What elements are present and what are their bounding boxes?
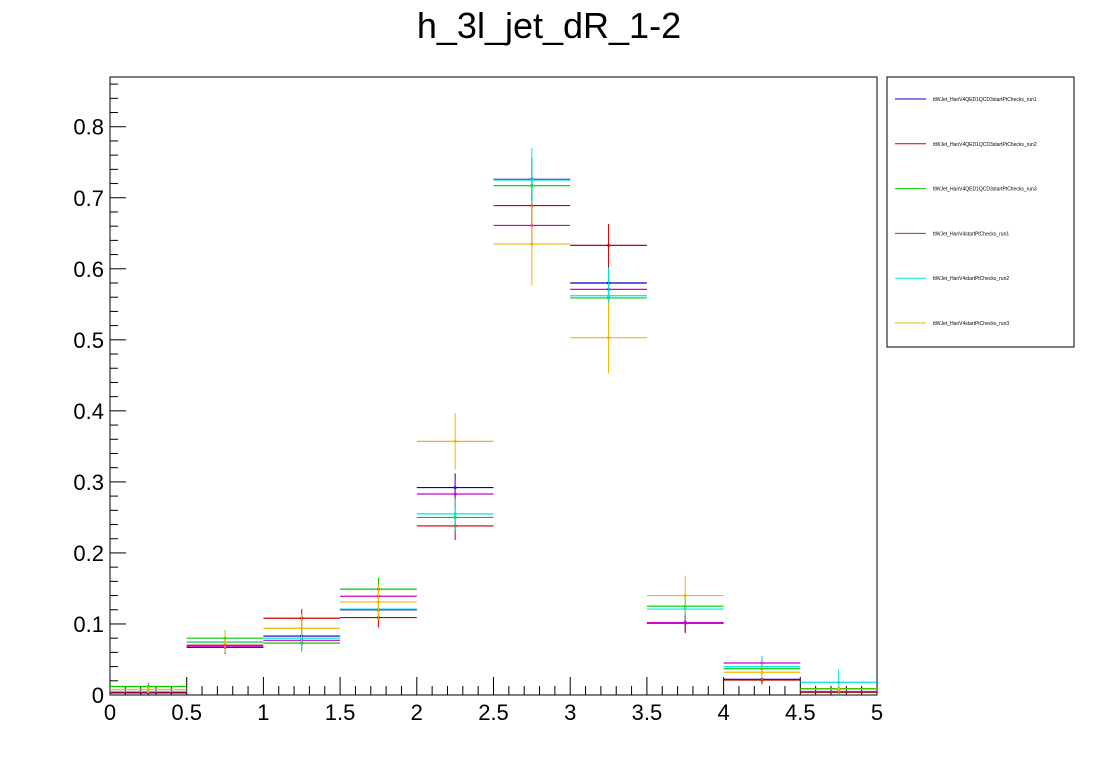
series-6	[110, 202, 877, 694]
data-point	[453, 439, 457, 443]
y-tick-label: 0.7	[73, 186, 104, 211]
legend-label: ttWJet_HanV4startPtChecks_run2	[933, 276, 1009, 282]
legend-item: ttWJet_HanV4QED1QCD3startPtChecks_run1	[895, 97, 1037, 103]
data-point	[530, 178, 534, 182]
data-point	[683, 621, 687, 625]
plot-frame	[109, 76, 878, 696]
y-axis: 0 0.1 0.2 0.3 0.4 0.5 0.6 0.7 0.8	[73, 83, 126, 708]
legend-item: ttWJet_HanV4startPtChecks_run2	[895, 276, 1009, 282]
y-tick-label: 0.3	[73, 470, 104, 495]
x-tick-label: 0	[104, 700, 116, 725]
legend-item: ttWJet_HanV4QED1QCD3startPtChecks_run2	[895, 142, 1037, 148]
data-point	[607, 243, 611, 247]
series-layer	[110, 148, 877, 695]
x-tick-label: 0.5	[171, 700, 202, 725]
data-point	[760, 670, 764, 674]
y-tick-label: 0.1	[73, 612, 104, 637]
x-tick-label: 3.5	[632, 700, 663, 725]
x-tick-label: 1	[257, 700, 269, 725]
data-point	[530, 242, 534, 246]
series-5	[110, 148, 877, 695]
x-tick-label: 5	[871, 700, 883, 725]
legend-label: ttWJet_HanV4startPtChecks_run3	[933, 321, 1009, 327]
x-tick-label: 4.5	[785, 700, 816, 725]
legend-label: ttWJet_HanV4QED1QCD3startPtChecks_run3	[933, 187, 1037, 193]
y-tick-label: 0.2	[73, 541, 104, 566]
data-point	[300, 626, 304, 630]
x-tick-label: 4	[717, 700, 729, 725]
data-point	[683, 594, 687, 598]
data-point	[453, 512, 457, 516]
y-tick-label: 0.6	[73, 257, 104, 282]
x-tick-label: 1.5	[325, 700, 356, 725]
x-tick-label: 2	[411, 700, 423, 725]
data-point	[607, 294, 611, 298]
y-tick-label: 0	[92, 683, 104, 708]
data-point	[146, 687, 150, 691]
x-tick-label: 2.5	[478, 700, 509, 725]
series-1	[110, 157, 877, 695]
x-tick-label: 3	[564, 700, 576, 725]
data-point	[223, 640, 227, 644]
y-tick-label: 0.4	[73, 399, 104, 424]
legend-item: ttWJet_HanV4startPtChecks_run3	[895, 321, 1009, 327]
legend-item: ttWJet_HanV4QED1QCD3startPtChecks_run3	[895, 187, 1037, 193]
y-tick-label: 0.5	[73, 328, 104, 353]
legend-box	[886, 76, 1075, 348]
data-point	[607, 336, 611, 340]
legend-item: ttWJet_HanV4startPtChecks_run1	[895, 231, 1009, 237]
series-4	[110, 204, 877, 694]
data-point	[453, 492, 457, 496]
legend-items: ttWJet_HanV4QED1QCD3startPtChecks_run1tt…	[895, 97, 1037, 327]
series-2	[110, 184, 877, 695]
legend-label: ttWJet_HanV4QED1QCD3startPtChecks_run2	[933, 142, 1037, 148]
legend: ttWJet_HanV4QED1QCD3startPtChecks_run1tt…	[886, 76, 1075, 348]
y-tick-label: 0.8	[73, 115, 104, 140]
data-point	[376, 600, 380, 604]
data-point	[837, 680, 841, 684]
legend-label: ttWJet_HanV4startPtChecks_run1	[933, 231, 1009, 237]
legend-label: ttWJet_HanV4QED1QCD3startPtChecks_run1	[933, 97, 1037, 103]
chart-title: h_3l_jet_dR_1-2	[417, 5, 681, 46]
x-axis: 0 0.5 1 1.5 2 2.5 3 3.5 4 4.5 5	[104, 677, 883, 725]
data-point	[837, 687, 841, 691]
